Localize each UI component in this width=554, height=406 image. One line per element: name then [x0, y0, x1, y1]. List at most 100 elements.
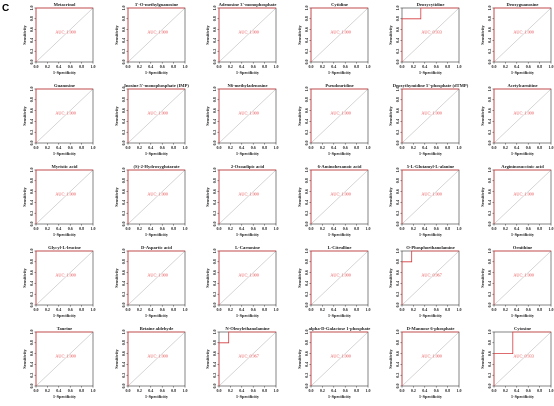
x-tick-label: 0.4: [56, 307, 61, 312]
y-tick-label: 1.0: [121, 249, 126, 254]
y-tick-label: 1.0: [212, 6, 217, 11]
x-tick-label: 0.0: [217, 64, 222, 69]
x-tick-label: 0.0: [309, 145, 314, 150]
x-tick-label: 0.2: [45, 307, 50, 312]
y-axis-label: Sensitivity: [297, 267, 302, 287]
y-tick-label: 1.0: [121, 87, 126, 92]
roc-curve: [401, 250, 459, 305]
y-tick-label: 0.0: [487, 222, 492, 227]
y-tick-label: 0.4: [212, 38, 217, 43]
y-tick-label: 1.0: [29, 6, 34, 11]
x-tick-label: 0.4: [514, 145, 519, 150]
x-tick-label: 0.2: [320, 307, 325, 312]
x-tick-label: 0.4: [331, 64, 336, 69]
y-tick-label: 0.0: [121, 222, 126, 227]
x-tick-label: 0.6: [343, 307, 348, 312]
reference-diagonal: [218, 169, 277, 225]
x-tick-label: 0.4: [422, 64, 427, 69]
panel-title: Deoxyguanosine: [507, 2, 539, 7]
y-tick-label: 0.8: [304, 259, 309, 264]
y-tick-label: 0.6: [487, 351, 492, 356]
x-tick-label: 0.8: [354, 307, 359, 312]
auc-label: AUC: 1.000: [147, 110, 167, 115]
y-tick-label: 0.4: [212, 119, 217, 124]
roc-panel: Guanosine AUC: 1.000 0.0 0.2 0.4 0.6 0.8 1.0 0.0…: [22, 83, 96, 156]
auc-label: AUC: 1.000: [238, 272, 258, 277]
y-tick-label: 1.0: [121, 330, 126, 335]
x-axis-label: 1-Specificity: [511, 232, 535, 237]
y-tick-label: 0.8: [121, 340, 126, 345]
y-tick-label: 0.6: [395, 108, 400, 113]
x-tick-label: 0.6: [434, 388, 439, 393]
x-axis-label: 1-Specificity: [328, 394, 352, 399]
roc-panel: Myristic acid AUC: 1.000 0.0 0.2 0.4 0.6 0.8 1.…: [22, 164, 96, 237]
roc-panel: Taurine AUC: 1.000 0.0 0.2 0.4 0.6 0.8 1.0 0.0 0.…: [22, 326, 96, 399]
y-axis-label: Sensitivity: [297, 186, 302, 206]
x-tick-label: 0.8: [445, 307, 450, 312]
x-tick-label: 1.0: [91, 307, 96, 312]
x-tick-label: 0.4: [331, 145, 336, 150]
x-tick-label: 1.0: [457, 226, 462, 231]
y-tick-label: 0.2: [121, 292, 126, 297]
auc-label: AUC: 1.000: [238, 29, 258, 34]
auc-label: AUC: 1.000: [147, 353, 167, 358]
y-tick-label: 0.0: [29, 60, 34, 65]
auc-label: AUC: 1.000: [330, 272, 350, 277]
y-tick-label: 0.2: [487, 211, 492, 216]
roc-curve: [401, 7, 459, 62]
y-tick-label: 0.0: [121, 303, 126, 308]
reference-diagonal: [35, 7, 94, 63]
x-axis-label: 1-Specificity: [328, 70, 352, 75]
y-tick-label: 1.0: [29, 168, 34, 173]
reference-diagonal: [218, 331, 277, 387]
x-tick-label: 0.0: [34, 64, 39, 69]
x-tick-label: 1.0: [366, 388, 371, 393]
y-tick-label: 0.0: [487, 141, 492, 146]
x-tick-label: 0.8: [537, 145, 542, 150]
reference-diagonal: [401, 88, 460, 144]
reference-diagonal: [35, 169, 94, 225]
x-tick-label: 0.2: [503, 388, 508, 393]
y-tick-label: 0.6: [487, 270, 492, 275]
x-tick-label: 0.4: [56, 145, 61, 150]
x-tick-label: 0.6: [434, 226, 439, 231]
y-tick-label: 0.0: [212, 384, 217, 389]
y-tick-label: 0.4: [487, 200, 492, 205]
x-tick-label: 1.0: [457, 64, 462, 69]
x-tick-label: 0.6: [526, 64, 531, 69]
x-tick-label: 0.2: [411, 64, 416, 69]
y-tick-label: 0.4: [29, 200, 34, 205]
x-tick-label: 0.6: [251, 145, 256, 150]
x-tick-label: 0.0: [309, 226, 314, 231]
roc-panel: alpha-D-Galactose 1-phosphate AUC: 1.000 0…: [297, 326, 371, 399]
x-axis-label: 1-Specificity: [236, 70, 260, 75]
y-tick-label: 0.4: [395, 281, 400, 286]
reference-diagonal: [127, 331, 186, 387]
x-tick-label: 0.6: [160, 64, 165, 69]
y-tick-label: 0.2: [304, 373, 309, 378]
y-axis-label: Sensitivity: [297, 105, 302, 125]
y-tick-label: 0.8: [121, 259, 126, 264]
x-tick-label: 0.2: [137, 145, 142, 150]
y-tick-label: 0.4: [29, 119, 34, 124]
x-tick-label: 1.0: [183, 307, 188, 312]
roc-panel: O-Phosphoethanolamine AUC: 0.967 0.0 0.2 0.4…: [388, 245, 462, 318]
y-tick-label: 1.0: [29, 330, 34, 335]
y-tick-label: 0.8: [29, 16, 34, 21]
y-axis-label: Sensitivity: [388, 267, 393, 287]
x-tick-label: 0.2: [137, 226, 142, 231]
x-tick-label: 0.0: [492, 226, 497, 231]
x-tick-label: 0.8: [262, 388, 267, 393]
roc-panel: Argininosuccinic acid AUC: 1.000 0.0 0.2 0.4…: [480, 164, 554, 237]
x-tick-label: 0.8: [79, 145, 84, 150]
y-tick-label: 1.0: [29, 249, 34, 254]
x-tick-label: 0.0: [400, 307, 405, 312]
y-tick-label: 0.6: [487, 189, 492, 194]
panel-title: Ornithine: [513, 245, 532, 250]
y-axis-label: Sensitivity: [388, 105, 393, 125]
x-axis-label: 1-Specificity: [53, 313, 77, 318]
y-axis-label: Sensitivity: [22, 186, 27, 206]
y-tick-label: 0.8: [121, 16, 126, 21]
y-tick-label: 0.8: [121, 97, 126, 102]
auc-label: AUC: 1.000: [330, 29, 350, 34]
